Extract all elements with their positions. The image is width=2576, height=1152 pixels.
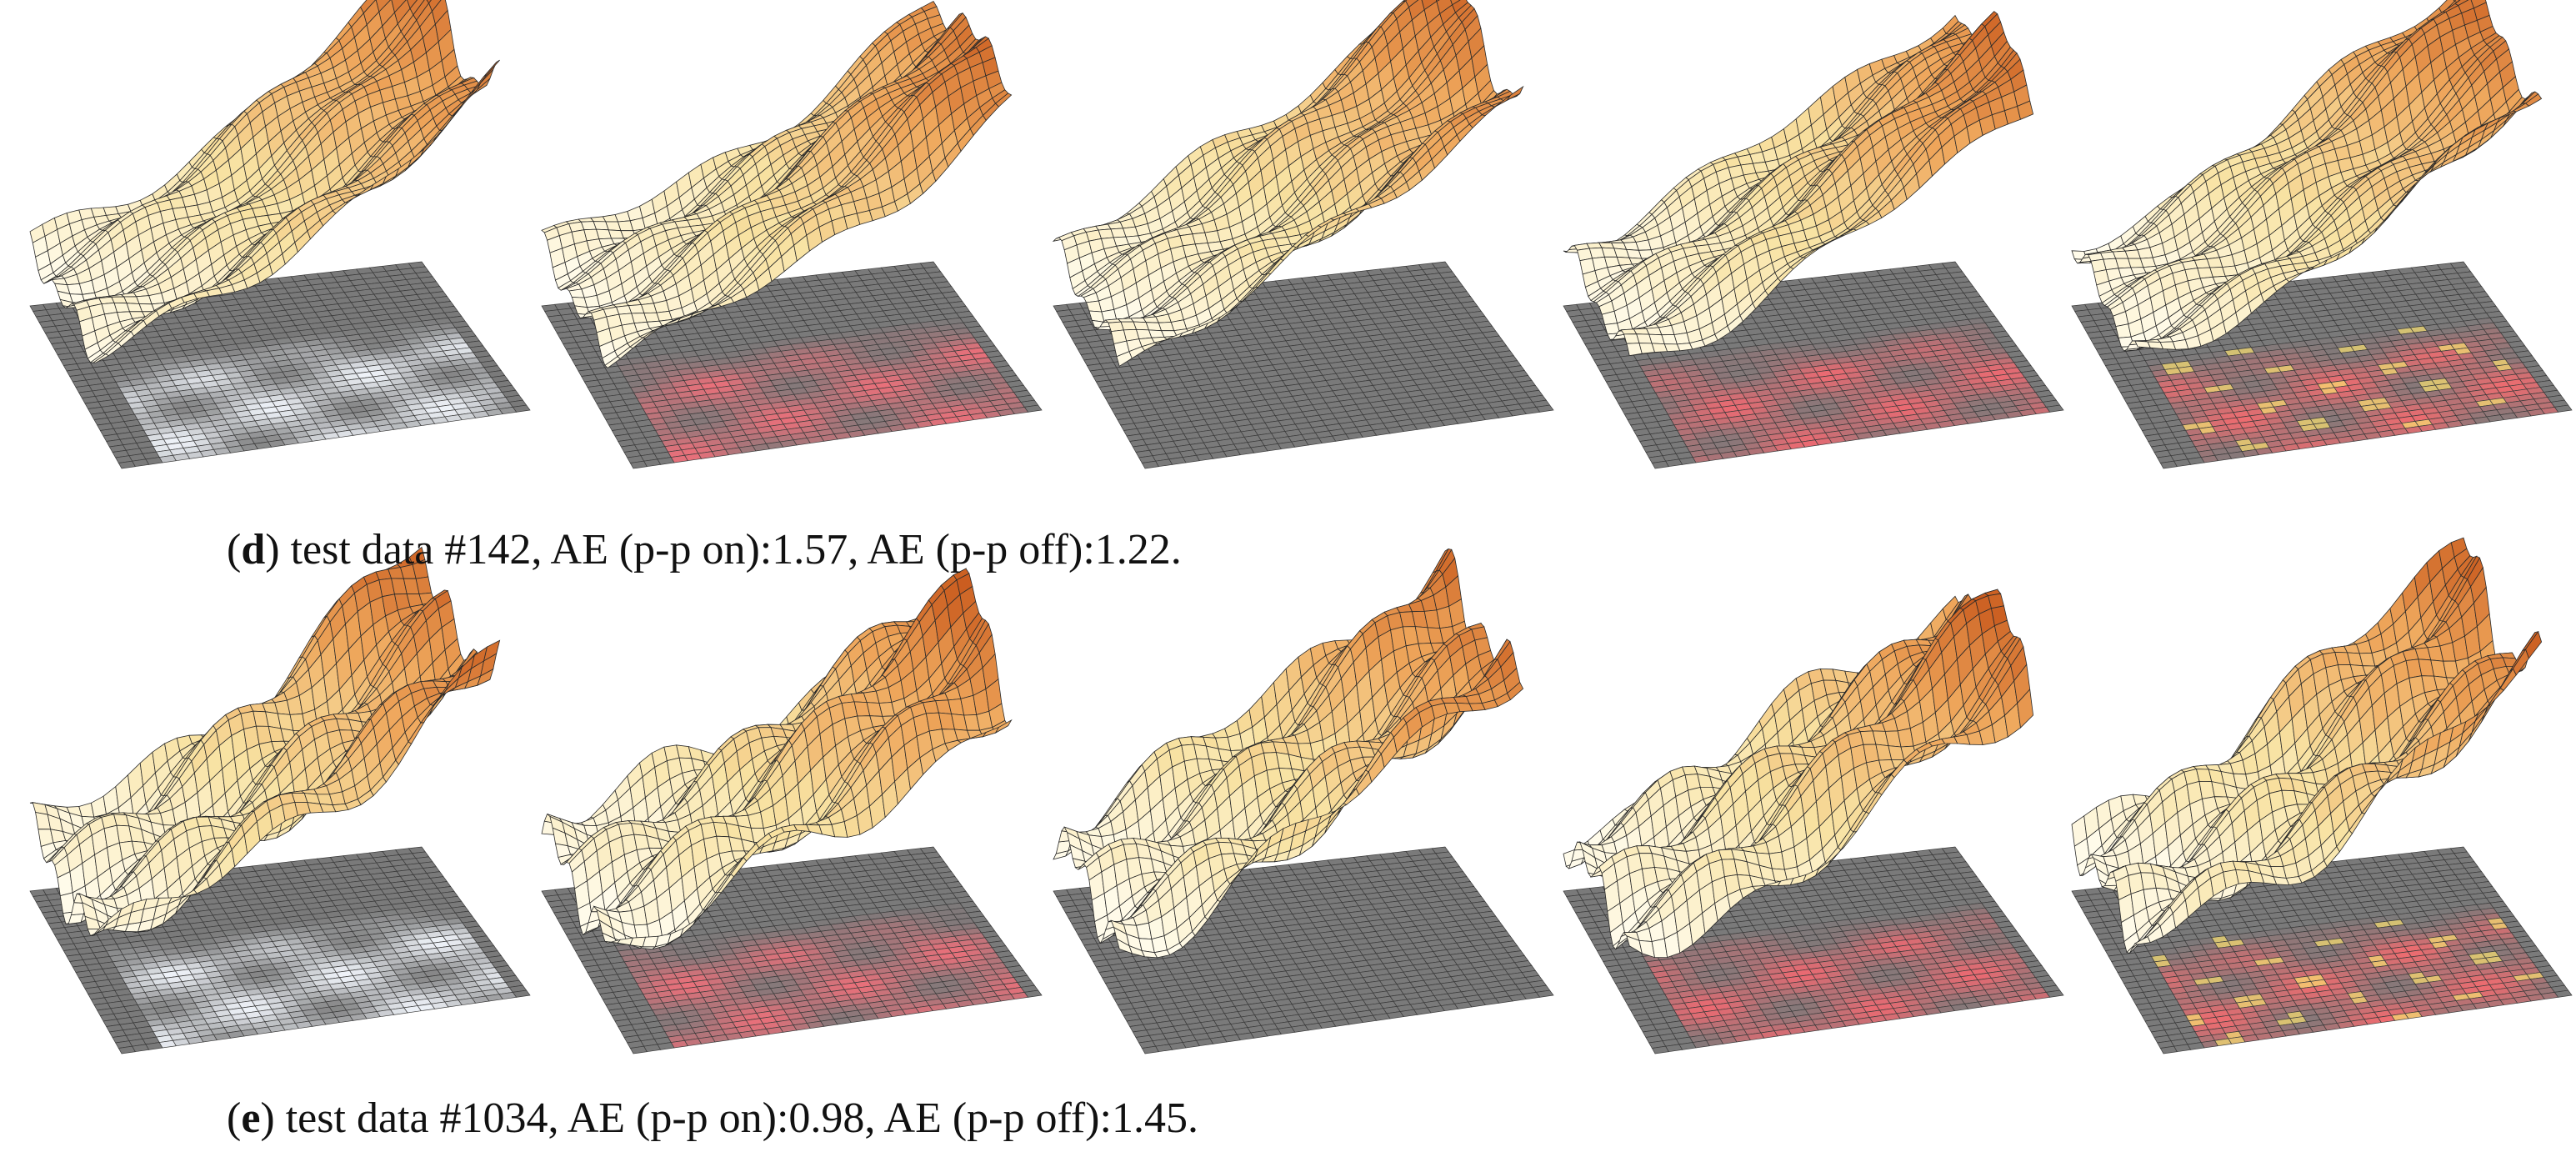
page: (d) test data #142, AE (p-p on):1.57, AE… [0, 0, 2576, 1152]
figure: (d) test data #142, AE (p-p on):1.57, AE… [0, 0, 2576, 1152]
surface-panel [542, 2, 1042, 469]
surface-panel [30, 0, 530, 468]
